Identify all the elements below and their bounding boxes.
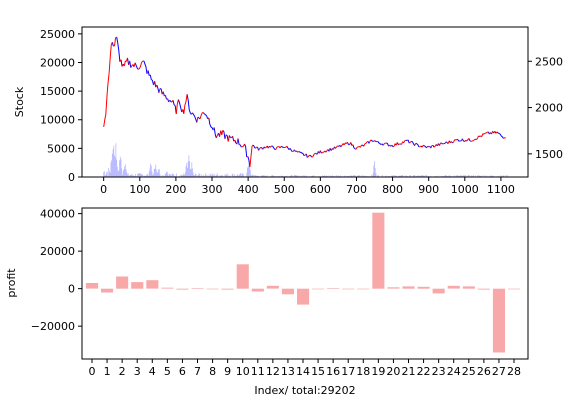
price-line-up [103, 36, 506, 168]
x-tick-label: 24 [447, 365, 461, 378]
x-tick-label: 14 [296, 365, 310, 378]
profit-axis-ticks: 0 1 2 3 4 5 6 7 8 9 10 11 12 13 14 15 16 17 18 19 20 21 22 23 24… [31, 208, 521, 378]
x-tick-label: 8 [209, 365, 216, 378]
y-tick-label: 0 [68, 283, 75, 296]
profit-bar [432, 288, 445, 294]
y2-tick-label: 2500 [535, 55, 563, 68]
x-tick-label: 1 [104, 365, 111, 378]
x-tick-label: 25 [462, 365, 476, 378]
x-tick-label: 11 [251, 365, 265, 378]
y-tick-label: 20000 [40, 245, 75, 258]
x-tick-label: 13 [281, 365, 295, 378]
x-tick-label: 27 [492, 365, 506, 378]
profit-x-axis-label: Index/ total:29202 [254, 384, 355, 397]
y2-tick-label: 1500 [535, 148, 563, 161]
stock-plot-area [103, 36, 508, 177]
y-tick-label: 40000 [40, 208, 75, 221]
profit-bar [477, 288, 490, 290]
x-tick-label: 300 [202, 183, 223, 196]
y-tick-label: 0 [68, 171, 75, 184]
profit-bar [297, 288, 310, 305]
y-tick-label: −20000 [31, 320, 75, 333]
profit-bar [221, 288, 234, 290]
x-tick-label: 4 [149, 365, 156, 378]
y-tick-label: 20000 [40, 56, 75, 69]
x-tick-label: 10 [236, 365, 250, 378]
profit-bar [86, 283, 99, 289]
x-tick-label: 0 [100, 183, 107, 196]
x-tick-label: 3 [134, 365, 141, 378]
x-tick-label: 20 [386, 365, 400, 378]
x-tick-label: 18 [356, 365, 370, 378]
profit-bar [417, 286, 430, 289]
y-tick-label: 10000 [40, 114, 75, 127]
profit-bar [251, 288, 264, 292]
x-tick-label: 2 [119, 365, 126, 378]
x-tick-label: 22 [417, 365, 431, 378]
x-tick-label: 800 [382, 183, 403, 196]
y-tick-label: 15000 [40, 85, 75, 98]
x-tick-label: 600 [310, 183, 331, 196]
stock-axis-ticks: 0 100 200 300 400 500 600 700 800 900 1000 1100 0 500… [40, 28, 563, 196]
profit-bar [236, 264, 249, 289]
x-tick-label: 28 [507, 365, 521, 378]
y2-tick-label: 2000 [535, 102, 563, 115]
x-tick-label: 9 [224, 365, 231, 378]
x-tick-label: 700 [346, 183, 367, 196]
x-tick-label: 7 [194, 365, 201, 378]
profit-bar [387, 287, 400, 289]
x-tick-label: 200 [165, 183, 186, 196]
x-tick-label: 12 [266, 365, 280, 378]
profit-bar [342, 288, 355, 290]
x-tick-label: 16 [326, 365, 340, 378]
profit-bar [281, 288, 294, 295]
x-tick-label: 500 [274, 183, 295, 196]
x-tick-label: 0 [89, 365, 96, 378]
x-tick-label: 100 [129, 183, 150, 196]
profit-bar [191, 288, 204, 289]
profit-bar [312, 288, 325, 290]
y-tick-label: 25000 [40, 28, 75, 41]
stock-y-axis-label: Stock [13, 86, 26, 117]
x-tick-label: 15 [311, 365, 325, 378]
x-tick-label: 19 [371, 365, 385, 378]
profit-bar [357, 288, 370, 290]
profit-bar [372, 212, 385, 289]
profit-bar [146, 280, 159, 289]
profit-bar [462, 286, 475, 289]
profit-bar [131, 282, 144, 289]
profit-plot-area [86, 212, 521, 353]
profit-axes-frame [81, 207, 529, 360]
profit-bar [508, 288, 521, 290]
profit-y-axis-label: profit [5, 268, 18, 298]
profit-bar [101, 288, 114, 293]
profit-bar [176, 288, 189, 290]
x-tick-label: 1000 [451, 183, 479, 196]
profit-bar [161, 287, 174, 289]
stock-axes-frame [81, 26, 529, 178]
x-tick-label: 23 [432, 365, 446, 378]
x-tick-label: 21 [402, 365, 416, 378]
profit-bar [447, 285, 460, 289]
y-tick-label: 5000 [47, 142, 75, 155]
x-tick-label: 900 [418, 183, 439, 196]
x-tick-label: 1100 [487, 183, 515, 196]
profit-bar [402, 286, 415, 289]
x-tick-label: 6 [179, 365, 186, 378]
x-tick-label: 26 [477, 365, 491, 378]
profit-bar [327, 288, 340, 289]
profit-bar [492, 288, 505, 353]
price-line-down [111, 37, 504, 168]
profit-bar [266, 285, 279, 289]
profit-panel: 0 1 2 3 4 5 6 7 8 9 10 11 12 13 14 15 16 17 18 19 20 21 22 23 24… [5, 207, 529, 397]
x-tick-label: 400 [238, 183, 259, 196]
x-tick-label: 5 [164, 365, 171, 378]
profit-bar [116, 276, 129, 289]
x-tick-label: 17 [341, 365, 355, 378]
profit-bar [206, 288, 219, 290]
stock-panel: 0 100 200 300 400 500 600 700 800 900 1000 1100 0 500… [13, 26, 563, 196]
